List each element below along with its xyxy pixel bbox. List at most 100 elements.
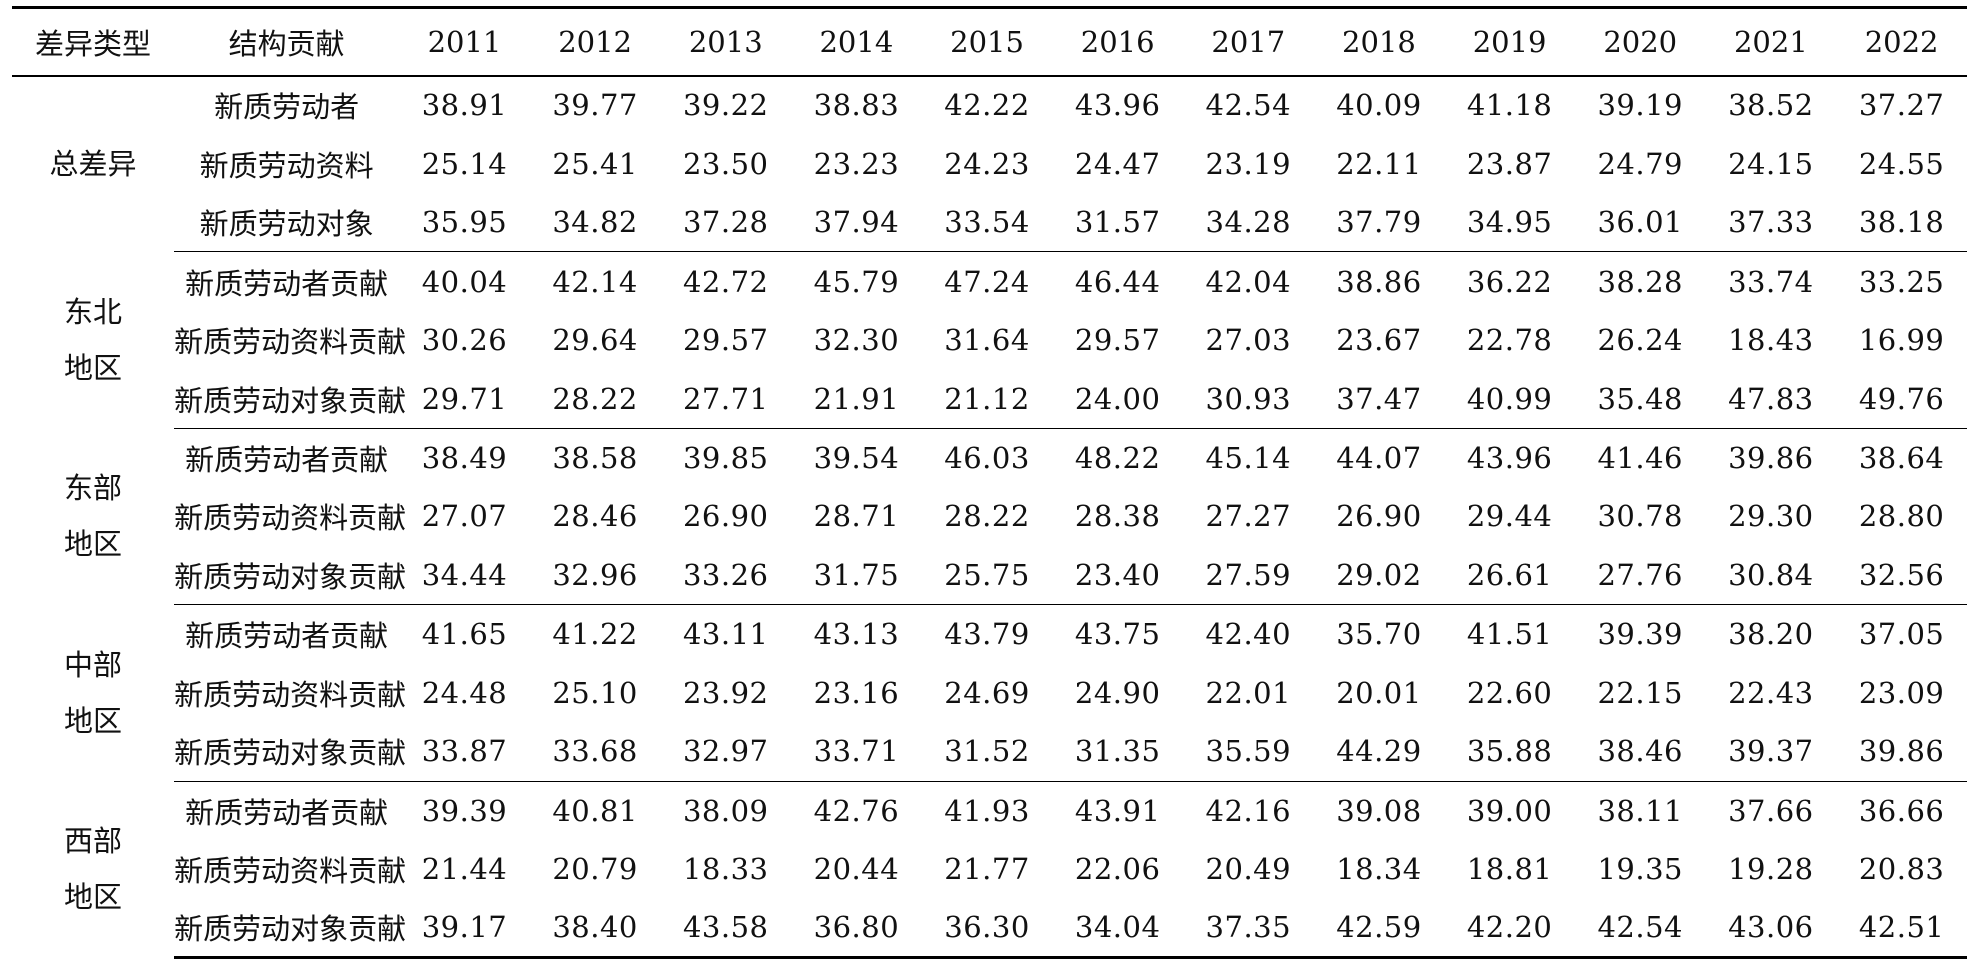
value-cell: 48.22 [1074, 440, 1161, 475]
table-row: 新质劳动对象贡献 39.17 38.40 43.58 36.80 36.30 34.04 37… [12, 898, 1967, 959]
table-row: 东北 地区 新质劳动者贡献 40.04 42.14 42.72 45.79 47.24 46.4… [12, 252, 1967, 386]
value-cell: 34.28 [1183, 193, 1314, 253]
table-row: 新质劳动对象 35.95 34.82 37.28 37.94 33.54 31.57 34.2… [12, 193, 1967, 253]
value-cell: 34.82 [529, 193, 661, 253]
header-cell: 2016 [1052, 6, 1183, 77]
value-cell: 33.68 [529, 722, 661, 782]
value-cell: 46.44 [1074, 264, 1161, 299]
value-cell: 42.72 [682, 264, 769, 299]
value-cell: 42.59 [1313, 898, 1445, 959]
value-cell: 38.28 [1597, 264, 1683, 299]
value-cell: 24.47 [1074, 146, 1161, 181]
value-cell: 30.78 [1597, 499, 1683, 534]
group-label: 东部 地区 [12, 428, 174, 604]
value-cell: 20.79 [552, 852, 638, 887]
value-cell: 38.64 [1858, 440, 1945, 475]
value-cell: 26.61 [1444, 545, 1575, 606]
row-name: 新质劳动对象贡献 [174, 722, 406, 782]
value-cell: 22.78 [1466, 323, 1553, 358]
value-cell: 39.17 [399, 898, 530, 959]
row-name: 新质劳动对象贡献 [174, 545, 406, 606]
group-label: 西部 地区 [12, 781, 174, 957]
value-cell: 25.10 [552, 675, 638, 710]
value-cell: 38.40 [529, 898, 661, 959]
value-cell: 23.16 [813, 675, 900, 710]
value-cell: 38.52 [1728, 88, 1814, 123]
value-cell: 44.07 [1336, 440, 1422, 475]
value-cell: 29.64 [552, 323, 638, 358]
value-cell: 18.43 [1728, 323, 1814, 358]
table-row: 新质劳动资料贡献 21.44 20.79 18.33 20.44 21.77 22.06 20… [12, 840, 1967, 899]
value-cell: 23.67 [1336, 323, 1422, 358]
value-cell: 28.22 [529, 369, 661, 429]
value-cell: 26.90 [1336, 499, 1422, 534]
value-cell: 33.25 [1858, 264, 1945, 299]
header-cell: 2017 [1183, 6, 1314, 77]
value-cell: 43.06 [1705, 898, 1837, 959]
value-cell: 33.54 [921, 193, 1053, 253]
value-cell: 40.81 [552, 793, 638, 828]
value-cell: 26.90 [682, 499, 769, 534]
value-cell: 18.34 [1336, 852, 1422, 887]
table-row: 总差异 新质劳动者 38.91 39.77 39.22 38.83 42.22 43.96 42… [12, 76, 1967, 181]
value-cell: 40.09 [1336, 88, 1422, 123]
header-cell: 差异类型 [12, 6, 175, 77]
value-cell: 39.37 [1705, 722, 1837, 782]
value-cell: 36.22 [1466, 264, 1553, 299]
value-cell: 27.76 [1574, 545, 1706, 606]
value-cell: 29.02 [1313, 545, 1445, 606]
value-cell: 43.96 [1074, 88, 1161, 123]
value-cell: 38.49 [421, 440, 508, 475]
value-cell: 24.23 [944, 146, 1030, 181]
row-name: 新质劳动者贡献 [185, 795, 389, 830]
value-cell: 39.54 [813, 440, 900, 475]
value-cell: 43.58 [660, 898, 792, 959]
contribution-table: 差异类型 结构贡献 2011 2012 2013 2014 2015 2016 … [12, 6, 1967, 959]
value-cell: 38.58 [552, 440, 638, 475]
value-cell: 36.66 [1858, 793, 1945, 828]
value-cell: 23.50 [682, 146, 769, 181]
value-cell: 42.20 [1444, 898, 1575, 959]
value-cell: 35.59 [1183, 722, 1314, 782]
value-cell: 23.92 [682, 675, 769, 710]
value-cell: 20.44 [813, 852, 900, 887]
value-cell: 39.86 [1836, 722, 1967, 782]
value-cell: 39.39 [1597, 617, 1683, 652]
value-cell: 39.19 [1597, 88, 1683, 123]
group-label-line2: 地区 [64, 351, 123, 386]
value-cell: 38.18 [1836, 193, 1967, 253]
value-cell: 22.15 [1597, 675, 1683, 710]
value-cell: 24.15 [1728, 146, 1814, 181]
value-cell: 39.86 [1728, 440, 1814, 475]
value-cell: 27.71 [660, 369, 792, 429]
value-cell: 38.20 [1728, 617, 1814, 652]
value-cell: 44.29 [1313, 722, 1445, 782]
value-cell: 46.03 [944, 440, 1030, 475]
header-cell: 2011 [399, 6, 530, 77]
table-row: 新质劳动对象贡献 33.87 33.68 32.97 33.71 31.52 31.35 35… [12, 722, 1967, 782]
value-cell: 28.71 [813, 499, 900, 534]
value-cell: 31.75 [791, 545, 922, 606]
value-cell: 27.59 [1183, 545, 1314, 606]
value-cell: 22.01 [1205, 675, 1292, 710]
row-name: 新质劳动资料贡献 [174, 325, 407, 360]
table-row: 新质劳动资料 25.14 25.41 23.50 23.23 24.23 24.47 23.1… [12, 134, 1967, 193]
value-cell: 31.52 [921, 722, 1053, 782]
value-cell: 31.35 [1052, 722, 1183, 782]
header-cell: 2020 [1574, 6, 1706, 77]
value-cell: 24.55 [1858, 146, 1945, 181]
group-label-line1: 东北 [64, 295, 123, 330]
table-group: 总差异 新质劳动者 38.91 39.77 39.22 38.83 42.22 43.96 42… [12, 76, 1967, 253]
row-name: 新质劳动资料贡献 [174, 677, 407, 712]
value-cell: 36.80 [791, 898, 922, 959]
row-name: 新质劳动者贡献 [185, 619, 389, 654]
header-cell: 2021 [1705, 6, 1837, 77]
header-cell: 结构贡献 [174, 6, 400, 77]
table-group: 东部 地区 新质劳动者贡献 38.49 38.58 39.85 39.54 46.03 48.2… [12, 428, 1967, 606]
value-cell: 42.04 [1205, 264, 1292, 299]
row-name: 新质劳动者 [214, 90, 360, 125]
value-cell: 30.84 [1705, 545, 1837, 606]
value-cell: 39.00 [1466, 793, 1553, 828]
value-cell: 21.44 [421, 852, 508, 887]
